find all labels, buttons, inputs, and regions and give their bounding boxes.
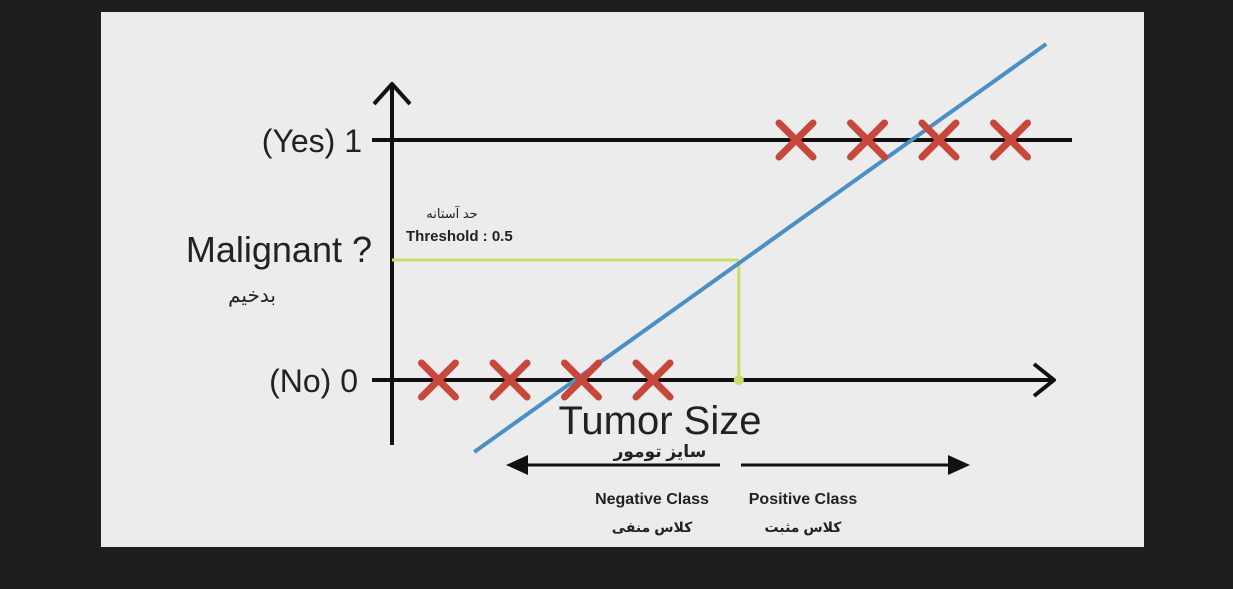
threshold-cut-point	[733, 375, 744, 385]
x-axis-label: Tumor Size	[558, 399, 761, 443]
data-point-marker	[847, 119, 888, 161]
data-point-marker	[632, 359, 674, 401]
threshold-label: Threshold : 0.5	[406, 228, 513, 245]
threshold-lines	[392, 258, 744, 385]
negative-class-label: Negative Class	[595, 491, 709, 508]
slide	[101, 12, 1144, 547]
data-point-marker	[775, 119, 817, 161]
negative-class-arrowhead	[506, 455, 528, 475]
y-tick-label-0: (No) 0	[269, 363, 358, 399]
regression-line	[473, 42, 1048, 454]
x-axis-label-fa: سایز تومور	[613, 442, 707, 462]
positive-class-arrowhead	[948, 455, 970, 475]
y-tick-label-1: (Yes) 1	[262, 123, 362, 159]
data-point-marker	[418, 359, 459, 401]
data-points	[418, 119, 1031, 401]
positive-class-label: Positive Class	[749, 491, 858, 508]
negative-class-label-fa: کلاس منفی	[612, 519, 693, 535]
positive-class-label-fa: کلاس مثبت	[765, 519, 843, 535]
threshold-label-fa: حد آستانه	[426, 205, 477, 221]
data-point-marker	[561, 359, 602, 401]
data-point-marker	[918, 119, 960, 161]
x-axis-arrow	[1032, 362, 1056, 398]
data-point-marker	[990, 119, 1031, 161]
y-axis-label-fa: بدخیم	[228, 285, 276, 307]
y-axis-label: Malignant ?	[186, 229, 372, 270]
data-point-marker	[489, 359, 531, 401]
y-axis-arrow	[372, 82, 412, 106]
